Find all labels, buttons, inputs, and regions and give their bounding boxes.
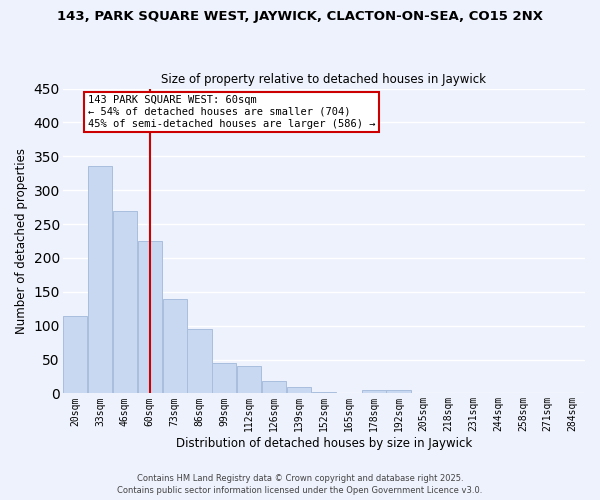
Bar xyxy=(560,392,584,394)
Bar xyxy=(163,298,187,394)
Y-axis label: Number of detached properties: Number of detached properties xyxy=(15,148,28,334)
Text: 143 PARK SQUARE WEST: 60sqm
← 54% of detached houses are smaller (704)
45% of se: 143 PARK SQUARE WEST: 60sqm ← 54% of det… xyxy=(88,96,375,128)
Bar xyxy=(187,329,212,394)
Bar xyxy=(287,386,311,394)
Title: Size of property relative to detached houses in Jaywick: Size of property relative to detached ho… xyxy=(161,73,487,86)
Bar xyxy=(137,241,162,394)
Text: 143, PARK SQUARE WEST, JAYWICK, CLACTON-ON-SEA, CO15 2NX: 143, PARK SQUARE WEST, JAYWICK, CLACTON-… xyxy=(57,10,543,23)
Text: Contains HM Land Registry data © Crown copyright and database right 2025.
Contai: Contains HM Land Registry data © Crown c… xyxy=(118,474,482,495)
Bar xyxy=(262,381,286,394)
Bar xyxy=(312,392,336,394)
Bar xyxy=(237,366,262,394)
Bar xyxy=(113,210,137,394)
Bar xyxy=(362,390,386,394)
Bar xyxy=(386,390,410,394)
X-axis label: Distribution of detached houses by size in Jaywick: Distribution of detached houses by size … xyxy=(176,437,472,450)
Bar xyxy=(63,316,87,394)
Bar xyxy=(212,363,236,394)
Bar xyxy=(88,166,112,394)
